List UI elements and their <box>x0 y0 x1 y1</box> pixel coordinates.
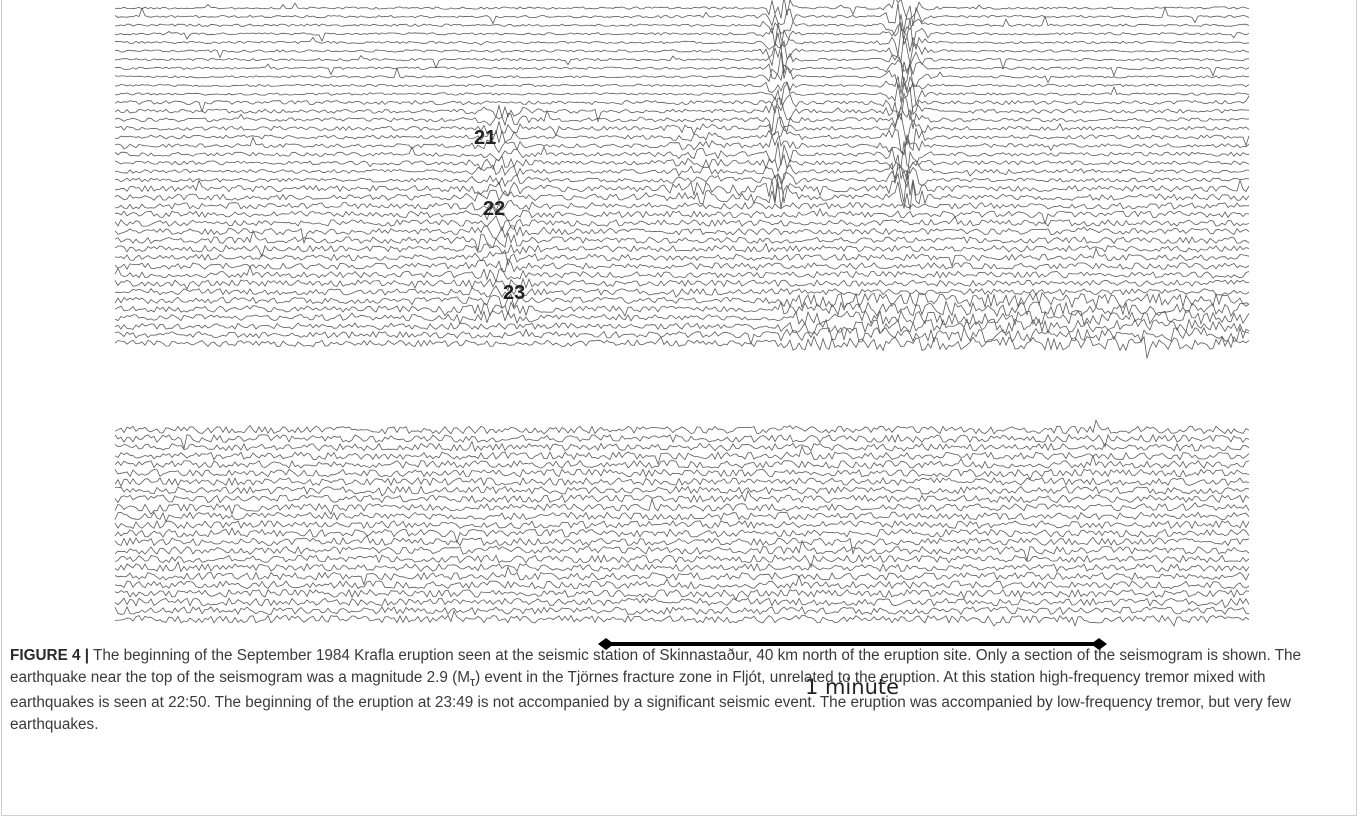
trace <box>114 277 1249 292</box>
trace <box>114 485 1250 497</box>
seismogram-traces <box>114 0 1250 628</box>
trace <box>114 205 1250 225</box>
caption-text: The beginning of the September 1984 Kraf… <box>10 647 1302 686</box>
trace-label: 21 <box>474 127 496 149</box>
trace <box>114 242 1250 258</box>
trace <box>114 181 1250 211</box>
trace <box>114 468 1250 481</box>
trace <box>114 125 1250 156</box>
trace <box>114 588 1250 601</box>
trace <box>114 215 1250 232</box>
trace <box>114 160 1250 189</box>
trace <box>114 534 1250 556</box>
trace <box>114 433 1250 451</box>
trace <box>114 519 1250 530</box>
trace <box>114 299 1250 318</box>
trace <box>114 560 1250 573</box>
trace <box>114 51 1250 87</box>
caption-label: FIGURE 4 | <box>10 647 90 664</box>
trace <box>114 309 1250 326</box>
trace <box>114 247 1250 268</box>
trace <box>114 605 1250 616</box>
trace <box>114 335 1250 359</box>
trace <box>114 489 1250 504</box>
scale-bar <box>598 638 1107 650</box>
trace <box>114 326 1250 346</box>
trace <box>114 92 1250 123</box>
trace <box>114 511 1250 523</box>
trace <box>114 166 1250 191</box>
trace <box>114 18 1250 48</box>
trace <box>114 317 1250 335</box>
trace <box>114 440 1250 452</box>
caption-subscript: τ <box>470 673 476 689</box>
trace <box>114 61 1250 88</box>
trace <box>114 445 1250 466</box>
trace <box>114 150 1250 181</box>
trace <box>114 229 1250 251</box>
scale-bar-label: 1 minute <box>805 675 899 699</box>
trace <box>114 574 1250 590</box>
trace <box>114 14 1250 37</box>
trace <box>114 285 1250 298</box>
trace <box>114 554 1250 569</box>
trace-label: 22 <box>483 198 505 220</box>
trace <box>115 34 1250 64</box>
trace <box>114 45 1250 74</box>
trace <box>114 265 1250 284</box>
seismogram-figure: 21 22 23 1 minute <box>114 0 1250 699</box>
trace <box>114 0 1250 20</box>
trace <box>114 258 1250 273</box>
trace <box>114 419 1250 435</box>
trace <box>114 225 1250 245</box>
caption-text: ) event in the Tjörnes fracture zone in … <box>10 668 1291 733</box>
trace <box>114 113 1250 145</box>
trace <box>114 610 1250 628</box>
trace <box>114 539 1250 562</box>
trace <box>114 131 1250 154</box>
trace <box>114 477 1250 488</box>
trace <box>114 454 1250 469</box>
trace <box>114 199 1250 212</box>
trace <box>114 141 1250 169</box>
trace <box>114 28 1250 55</box>
trace <box>114 75 1250 94</box>
trace <box>114 527 1250 544</box>
trace <box>114 565 1250 586</box>
trace <box>114 497 1250 516</box>
figure-caption: FIGURE 4 | The beginning of the Septembe… <box>10 645 1350 735</box>
trace <box>114 3 1250 31</box>
trace <box>114 170 1250 203</box>
trace <box>114 597 1250 609</box>
trace <box>114 291 1250 310</box>
trace <box>114 105 1250 132</box>
trace <box>114 86 1250 121</box>
trace <box>114 81 1250 106</box>
trace-label: 23 <box>503 282 525 304</box>
